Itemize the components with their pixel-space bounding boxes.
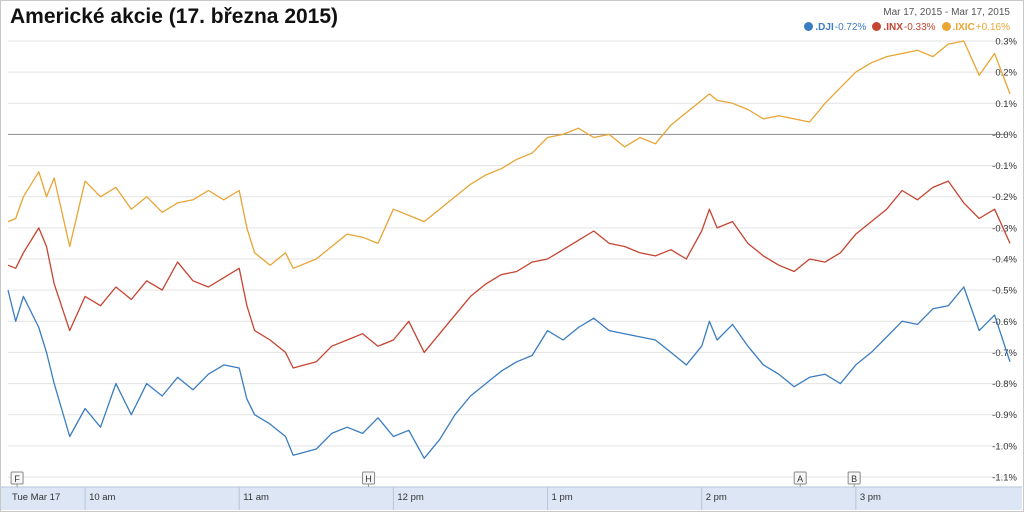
y-tick-label: 0.2% xyxy=(995,68,1017,79)
event-marker-flag xyxy=(362,471,376,485)
event-marker-label: H xyxy=(365,474,372,484)
date-range: Mar 17, 2015 - Mar 17, 2015 xyxy=(883,7,1010,18)
legend-dot-icon xyxy=(941,22,951,31)
legend-item[interactable]: .IXIC+0.16% xyxy=(941,22,1010,33)
series-line-inx xyxy=(7,180,1011,369)
y-tick-label: -0.9% xyxy=(992,410,1017,421)
y-tick-label: -0.4% xyxy=(992,255,1017,266)
series-line-ixic xyxy=(7,40,1011,269)
legend-dot-icon xyxy=(804,22,814,31)
x-tick-label: 2 pm xyxy=(706,492,727,503)
y-tick-label: -0.3% xyxy=(992,223,1017,234)
y-tick-label: -0.7% xyxy=(992,348,1017,359)
legend-symbol: .IXIC xyxy=(952,22,975,33)
legend-change: -0.33% xyxy=(903,22,936,33)
legend-item[interactable]: .INX-0.33% xyxy=(872,22,936,33)
legend-change: +0.16% xyxy=(975,22,1010,33)
legend: .DJI-0.72% .INX-0.33% .IXIC+0.16% xyxy=(798,22,1010,33)
legend-symbol: .INX xyxy=(883,22,903,33)
event-marker-label: F xyxy=(14,474,20,484)
y-tick-label: 0.3% xyxy=(995,37,1017,48)
x-tick-label: 11 am xyxy=(243,492,269,503)
series-line-dji xyxy=(7,286,1011,459)
legend-dot-icon xyxy=(872,22,882,31)
legend-symbol: .DJI xyxy=(815,22,834,33)
chart-title: Americké akcie (17. března 2015) xyxy=(10,5,339,28)
event-marker-label: B xyxy=(851,474,857,484)
x-tick-label: 1 pm xyxy=(552,492,573,503)
event-marker-flag xyxy=(847,471,861,485)
event-marker-label: A xyxy=(797,474,803,484)
x-tick-label: 10 am xyxy=(89,492,115,503)
y-tick-label: -0.5% xyxy=(992,286,1017,297)
y-tick-label: -0.2% xyxy=(992,192,1017,203)
x-tick-label: 3 pm xyxy=(860,492,881,503)
x-tick-label: 12 pm xyxy=(397,492,423,503)
y-tick-label: -0.0% xyxy=(992,130,1017,141)
y-tick-label: -0.8% xyxy=(992,379,1017,390)
y-tick-label: -0.1% xyxy=(992,161,1017,172)
event-marker-flag xyxy=(10,471,24,485)
y-tick-label: 0.1% xyxy=(995,99,1017,110)
x-tick-label: Tue Mar 17 xyxy=(12,492,60,503)
legend-item[interactable]: .DJI-0.72% xyxy=(804,22,866,33)
event-marker-flag xyxy=(793,471,807,485)
legend-change: -0.72% xyxy=(834,22,867,33)
y-tick-label: -1.1% xyxy=(992,473,1017,484)
y-tick-label: -1.0% xyxy=(992,441,1017,452)
y-tick-label: -0.6% xyxy=(992,317,1017,328)
x-axis-band xyxy=(1,487,1022,510)
